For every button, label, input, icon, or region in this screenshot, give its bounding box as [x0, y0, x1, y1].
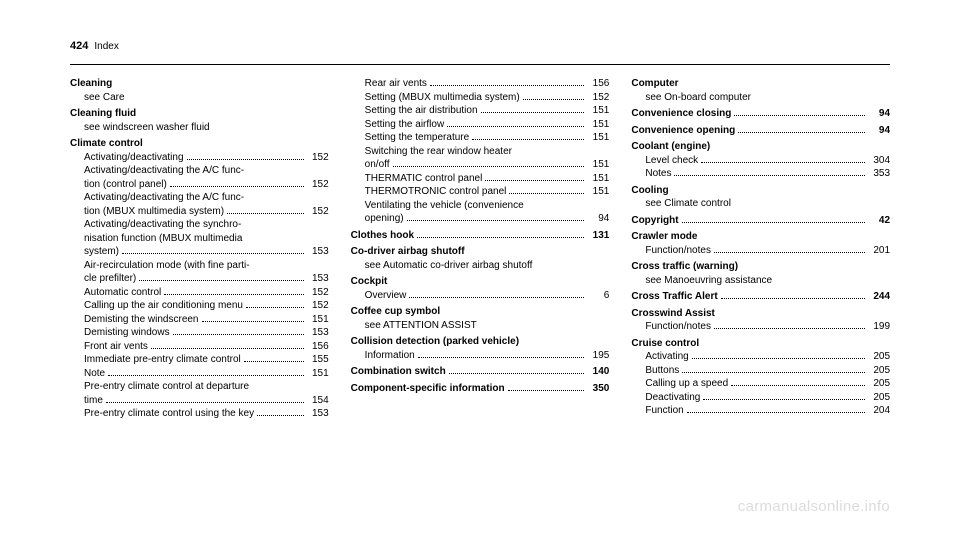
header-separator	[70, 64, 890, 65]
index-column-1: Cleaningsee Care Cleaning fluidsee windsc…	[70, 77, 329, 424]
sub-entry: Function/notes201	[631, 244, 890, 258]
entry-title: Collision detection (parked vehicle)	[351, 335, 610, 349]
index-entry: Coffee cup symbolsee ATTENTION ASSIST	[351, 305, 610, 332]
sub-entry: see On-board computer	[631, 91, 890, 105]
entry-title: Copyright42	[631, 214, 890, 228]
sub-entry: Ventilating the vehicle (convenienceopen…	[351, 199, 610, 226]
index-column-3: Computersee On-board computer Convenience…	[631, 77, 890, 424]
sub-entry: Level check304	[631, 154, 890, 168]
index-entry: Cross traffic (warning)see Manoeuvring a…	[631, 260, 890, 287]
sub-entry: Pre-entry climate control using the key1…	[70, 407, 329, 421]
sub-entry: Activating/deactivating the synchro‐nisa…	[70, 218, 329, 259]
index-columns: Cleaningsee Care Cleaning fluidsee windsc…	[70, 77, 890, 424]
index-entry: Coolingsee Climate control	[631, 184, 890, 211]
page-number: 424	[70, 40, 88, 52]
sub-entry: Demisting windows153	[70, 326, 329, 340]
entry-title: Coolant (engine)	[631, 140, 890, 154]
sub-entry: see Automatic co-driver airbag shutoff	[351, 259, 610, 273]
sub-entry: Switching the rear window heateron/off15…	[351, 145, 610, 172]
entry-title: Crosswind Assist	[631, 307, 890, 321]
entry-title: Combination switch140	[351, 365, 610, 379]
index-entry: Co-driver airbag shutoffsee Automatic co…	[351, 245, 610, 272]
sub-entry: Activating/deactivating the A/C func‐tio…	[70, 191, 329, 218]
entry-title: Coffee cup symbol	[351, 305, 610, 319]
entry-title: Clothes hook131	[351, 229, 610, 243]
sub-entry: see Manoeuvring assistance	[631, 274, 890, 288]
index-column-2: Rear air vents156Setting (MBUX multimedi…	[351, 77, 610, 424]
sub-entry: Activating205	[631, 350, 890, 364]
sub-entry: Calling up the air conditioning menu152	[70, 299, 329, 313]
entry-title: Cleaning	[70, 77, 329, 91]
sub-entry: Setting the temperature151	[351, 131, 610, 145]
sub-entry: Buttons205	[631, 364, 890, 378]
index-entry: Rear air vents156Setting (MBUX multimedi…	[351, 77, 610, 226]
sub-entry: Rear air vents156	[351, 77, 610, 91]
index-entry: Cross Traffic Alert244	[631, 290, 890, 304]
entry-title: Crawler mode	[631, 230, 890, 244]
index-entry: CockpitOverview6	[351, 275, 610, 302]
sub-entry: Overview6	[351, 289, 610, 303]
sub-entry: Setting (MBUX multimedia system)152	[351, 91, 610, 105]
entry-title: Climate control	[70, 137, 329, 151]
index-entry: Clothes hook131	[351, 229, 610, 243]
sub-entry: Setting the air distribution151	[351, 104, 610, 118]
index-entry: Cruise controlActivating205Buttons205Cal…	[631, 337, 890, 418]
sub-entry: see Climate control	[631, 197, 890, 211]
index-entry: Cleaningsee Care	[70, 77, 329, 104]
index-entry: Component-specific information350	[351, 382, 610, 396]
index-entry: Crawler modeFunction/notes201	[631, 230, 890, 257]
entry-title: Cockpit	[351, 275, 610, 289]
entry-title: Cross Traffic Alert244	[631, 290, 890, 304]
index-entry: Crosswind AssistFunction/notes199	[631, 307, 890, 334]
index-entry: Copyright42	[631, 214, 890, 228]
sub-entry: Activating/deactivating152	[70, 151, 329, 165]
index-entry: Climate controlActivating/deactivating15…	[70, 137, 329, 421]
sub-entry: Function/notes199	[631, 320, 890, 334]
sub-entry: Demisting the windscreen151	[70, 313, 329, 327]
sub-entry: Note151	[70, 367, 329, 381]
entry-title: Co-driver airbag shutoff	[351, 245, 610, 259]
header-title: Index	[94, 41, 118, 52]
sub-entry: THERMOTRONIC control panel151	[351, 185, 610, 199]
sub-entry: Pre-entry climate control at departureti…	[70, 380, 329, 407]
sub-entry: Notes353	[631, 167, 890, 181]
index-entry: Combination switch140	[351, 365, 610, 379]
sub-entry: Front air vents156	[70, 340, 329, 354]
entry-title: Cooling	[631, 184, 890, 198]
sub-entry: Function204	[631, 404, 890, 418]
index-entry: Collision detection (parked vehicle)Info…	[351, 335, 610, 362]
sub-entry: see windscreen washer fluid	[70, 121, 329, 135]
index-entry: Convenience closing94	[631, 107, 890, 121]
entry-title: Component-specific information350	[351, 382, 610, 396]
sub-entry: Activating/deactivating the A/C func‐tio…	[70, 164, 329, 191]
page-header: 424 Index	[70, 40, 890, 52]
sub-entry: Air-recirculation mode (with fine parti‐…	[70, 259, 329, 286]
index-entry: Computersee On-board computer	[631, 77, 890, 104]
sub-entry: see ATTENTION ASSIST	[351, 319, 610, 333]
watermark-text: carmanualsonline.info	[738, 498, 890, 515]
index-entry: Coolant (engine)Level check304Notes353	[631, 140, 890, 181]
entry-title: Convenience opening94	[631, 124, 890, 138]
sub-entry: Deactivating205	[631, 391, 890, 405]
sub-entry: Automatic control152	[70, 286, 329, 300]
entry-title: Computer	[631, 77, 890, 91]
entry-title: Convenience closing94	[631, 107, 890, 121]
index-entry: Cleaning fluidsee windscreen washer flui…	[70, 107, 329, 134]
sub-entry: Calling up a speed205	[631, 377, 890, 391]
sub-entry: Setting the airflow151	[351, 118, 610, 132]
entry-title: Cruise control	[631, 337, 890, 351]
sub-entry: THERMATIC control panel151	[351, 172, 610, 186]
sub-entry: see Care	[70, 91, 329, 105]
sub-entry: Immediate pre-entry climate control155	[70, 353, 329, 367]
entry-title: Cross traffic (warning)	[631, 260, 890, 274]
sub-entry: Information195	[351, 349, 610, 363]
index-entry: Convenience opening94	[631, 124, 890, 138]
entry-title: Cleaning fluid	[70, 107, 329, 121]
